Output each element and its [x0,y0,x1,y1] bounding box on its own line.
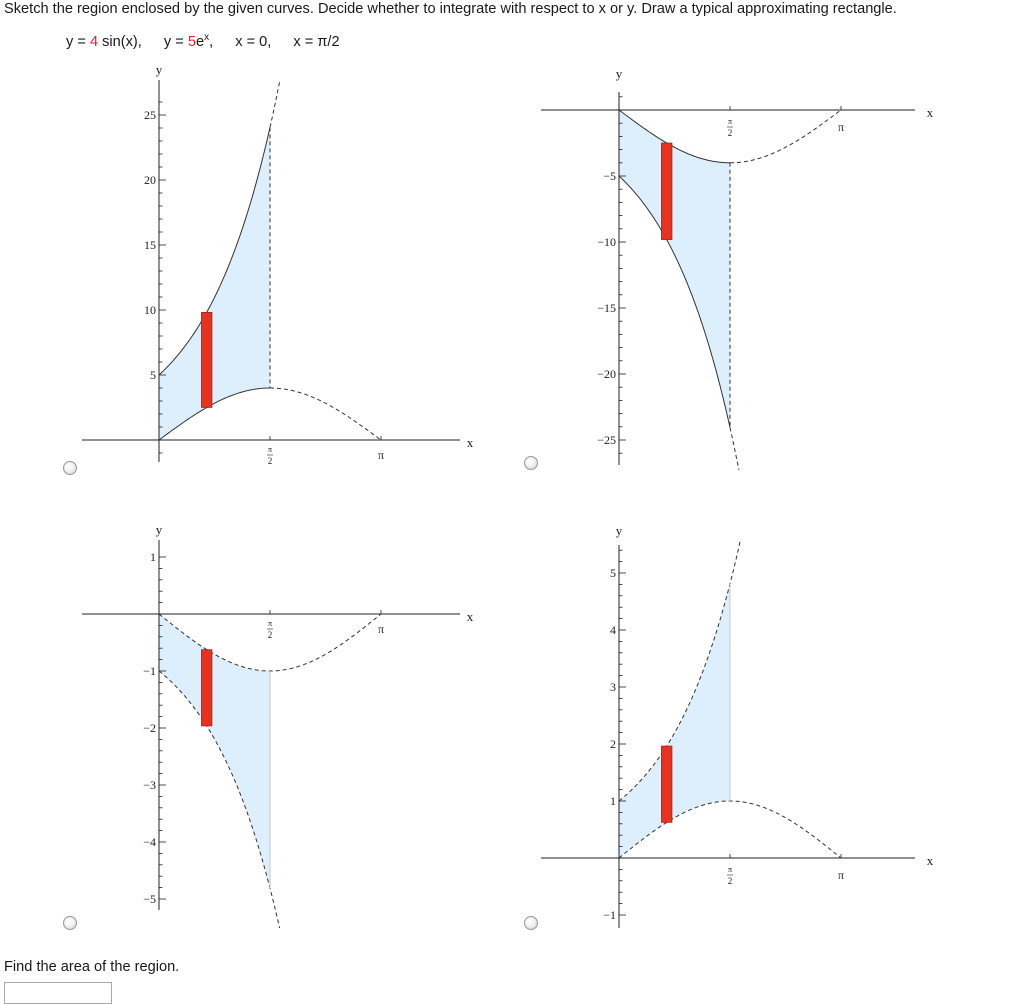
chart-panel-2: −5 −10 −15 −20 −25 π 2 π x y [541,66,934,470]
exp-curve-extension [729,427,740,470]
shaded-region [619,110,730,428]
chart-panel-4: 5 4 3 2 1 −1 π 2 π x y [541,523,934,928]
y-tick-label: −3 [143,778,156,792]
y-tick-label: 25 [144,108,156,122]
chart-panel-3: 1 −1 −2 −3 −4 −5 π 2 π x y [82,522,474,928]
sine-curve-extension [269,387,382,441]
exp-curve [158,670,281,928]
y-tick-label: 4 [610,623,616,637]
shaded-region [159,127,270,440]
area-answer-input[interactable] [4,982,112,1004]
sine-curve-extension [729,109,842,164]
y-tick-label: 10 [144,303,156,317]
y-tick-label: 1 [150,550,156,564]
option-4-radio[interactable] [524,916,538,930]
option-1-radio[interactable] [63,461,77,475]
y-tick-label: 5 [150,368,156,382]
y-tick-label: −1 [603,908,616,922]
option-2-radio[interactable] [524,456,538,470]
x-axis-label: x [927,105,934,120]
y-tick-label: 5 [610,566,616,580]
y-tick-label: −4 [143,835,156,849]
x-axis-label: x [927,853,934,868]
y-tick-label: 3 [610,680,616,694]
x-tick-label-pi: π [838,120,844,134]
x-tick-label-pi-half-den: 2 [728,128,733,138]
sine-curve [618,109,731,164]
equation-4: x = π/2 [293,33,340,50]
y-tick-label: 1 [610,794,616,808]
approximating-rectangle [201,649,213,727]
given-curves: y = 4 sin(x), y = 5ex, x = 0, x = π/2 [66,32,358,50]
chart-panel-1: 5 10 15 20 25 π 2 π x y [82,62,474,466]
x-tick-label-pi-half-num: π [268,445,272,454]
sine-curve [158,387,271,441]
exp-curve [618,540,741,802]
y-tick-label: 20 [144,173,156,187]
y-tick-label: −5 [603,169,616,183]
x-axis-label: x [467,435,474,450]
x-axis-label: x [467,609,474,624]
area-question: Find the area of the region. [4,959,180,975]
x-tick-label-pi-half-den: 2 [728,876,733,886]
equation-2: y = 5ex, [163,32,214,50]
x-tick-label-pi: π [378,448,384,462]
x-tick-label-pi-half-den: 2 [268,630,273,640]
exp-curve-extension [269,82,281,128]
option-3-radio[interactable] [63,916,77,930]
x-tick-label-pi-half-num: π [728,117,732,126]
x-tick-label-pi-half-num: π [728,865,732,874]
approximating-rectangle [661,142,673,240]
y-tick-label: −5 [143,892,156,906]
y-tick-label: −10 [597,235,616,249]
x-tick-label-pi-half-num: π [268,619,272,628]
x-tick-label-pi-half-den: 2 [268,456,273,466]
y-axis-label: y [616,66,623,81]
instruction-text: Sketch the region enclosed by the given … [4,1,897,17]
exp-curve [618,175,731,428]
y-tick-label: 2 [610,737,616,751]
x-tick-label-pi: π [838,868,844,882]
y-tick-label: −15 [597,301,616,315]
equation-1: y = 4 sin(x), [66,33,142,50]
exp-curve [158,127,271,376]
y-tick-label: −2 [143,721,156,735]
y-tick-label: −25 [597,433,616,447]
y-axis-label: y [156,62,163,77]
y-axis-label: y [616,523,623,538]
shaded-region [619,583,730,858]
approximating-rectangle [201,312,213,408]
equation-3: x = 0, [235,33,272,50]
y-tick-label: −1 [143,664,156,678]
x-tick-label-pi: π [378,622,384,636]
y-axis-label: y [156,522,163,537]
y-tick-label: −20 [597,367,616,381]
y-tick-label: 15 [144,238,156,252]
approximating-rectangle [661,745,673,823]
shaded-region [159,614,270,889]
